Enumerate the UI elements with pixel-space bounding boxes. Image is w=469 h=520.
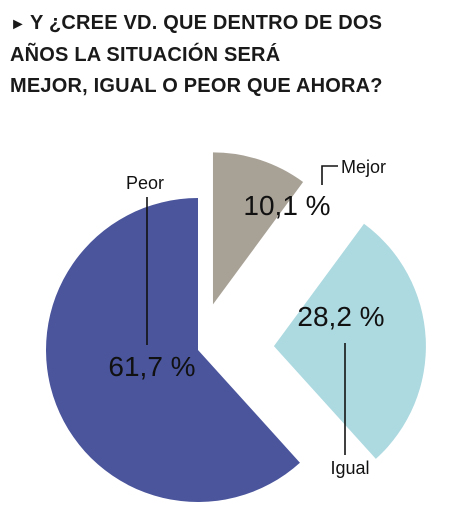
category-label-peor: Peor: [126, 173, 164, 193]
triangle-bullet-icon: ►: [10, 16, 27, 33]
title-line-1: ► Y ¿CREE VD. QUE DENTRO DE DOS: [10, 8, 462, 40]
value-label-mejor: 10,1 %: [243, 190, 330, 221]
category-label-mejor: Mejor: [341, 157, 386, 177]
pie-slice-mejor: [212, 152, 304, 305]
value-label-peor: 61,7 %: [108, 351, 195, 382]
leader-line-mejor: [321, 165, 338, 185]
chart-title: ► Y ¿CREE VD. QUE DENTRO DE DOS AÑOS LA S…: [10, 8, 462, 102]
pie-slices: [45, 152, 426, 502]
pie-slice-igual: [273, 223, 426, 459]
category-label-igual: Igual: [330, 458, 369, 478]
value-label-igual: 28,2 %: [297, 301, 384, 332]
title-line-2: AÑOS LA SITUACIÓN SERÁ: [10, 44, 281, 66]
title-text-1: Y ¿CREE VD. QUE DENTRO DE DOS: [30, 12, 383, 34]
pie-slice-peor: [45, 198, 300, 502]
title-line-3: MEJOR, IGUAL O PEOR QUE AHORA?: [10, 75, 383, 97]
